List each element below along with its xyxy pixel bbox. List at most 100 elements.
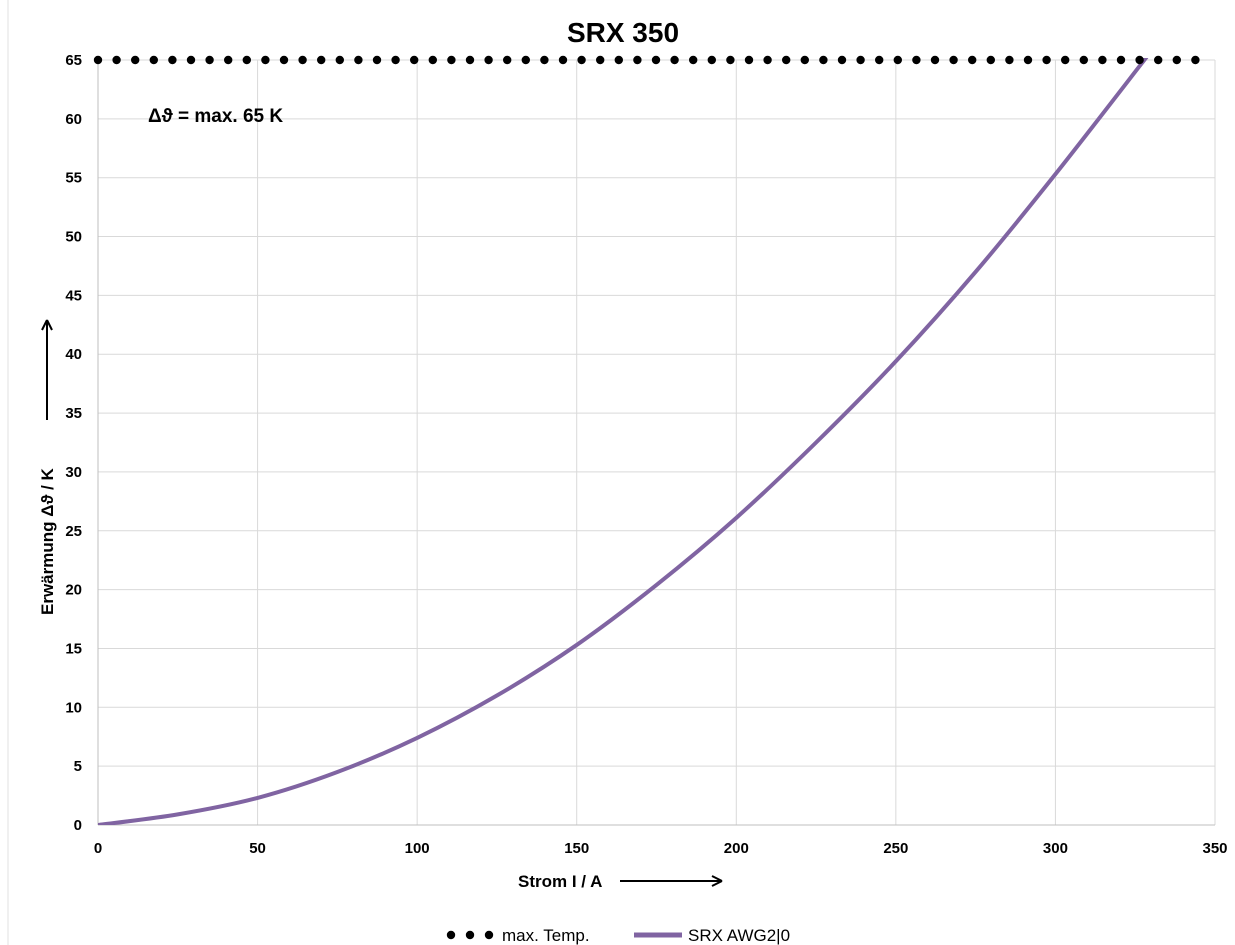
max-temp-dot: [224, 55, 233, 65]
max-temp-dot: [540, 55, 549, 65]
max-temp-dot: [186, 55, 196, 65]
max-temp-dot: [763, 55, 772, 65]
max-temp-dot: [968, 55, 977, 65]
legend-max-temp-marker: [446, 930, 494, 940]
y-tick-label: 0: [74, 817, 82, 834]
max-temp-dot: [577, 55, 586, 65]
legend: max. Temp. SRX AWG2|0: [446, 926, 790, 945]
max-temp-dot: [726, 55, 735, 65]
y-tick-label: 35: [65, 405, 82, 422]
x-tick-labels: 0 50 100 150 200 250 300 350: [94, 840, 1228, 857]
legend-max-temp-label: max. Temp.: [502, 926, 590, 945]
legend-dot: [465, 930, 475, 940]
y-axis-label-group: Erwärmung Δϑ / K: [38, 319, 57, 615]
max-temp-dot: [1061, 55, 1070, 65]
max-temp-dot: [800, 55, 809, 65]
max-temp-dot: [819, 55, 828, 65]
max-temp-dot: [317, 55, 326, 65]
max-temp-dot: [670, 55, 679, 65]
max-temp-dot: [503, 55, 512, 65]
max-temp-dot: [782, 55, 791, 65]
max-temp-dot: [893, 55, 902, 65]
y-axis-label: Erwärmung Δϑ / K: [38, 467, 57, 615]
max-temp-dot: [112, 55, 121, 65]
y-tick-label: 30: [65, 464, 82, 481]
x-tick-label: 0: [94, 840, 102, 857]
x-tick-label: 350: [1202, 840, 1227, 857]
x-axis-arrow-icon: [711, 875, 723, 887]
max-temp-dot: [1042, 55, 1051, 65]
y-tick-label: 55: [65, 170, 82, 187]
x-tick-label: 250: [883, 840, 908, 857]
y-tick-label: 65: [65, 52, 82, 69]
max-temp-dot: [651, 55, 661, 65]
series-srx-awg2-line: [98, 58, 1149, 825]
legend-srx-label: SRX AWG2|0: [688, 926, 790, 945]
max-temp-dot: [558, 55, 568, 65]
x-tick-label: 100: [405, 840, 430, 857]
max-temp-dot: [689, 55, 698, 65]
max-temp-dot: [837, 55, 847, 65]
max-temp-dot: [242, 55, 251, 65]
max-temp-dot: [298, 55, 307, 65]
max-temp-dot: [1005, 55, 1014, 65]
max-temp-dot: [205, 55, 214, 65]
legend-dot: [446, 930, 456, 940]
max-temp-dot: [614, 55, 623, 65]
max-temp-dot: [279, 55, 289, 65]
max-temp-dot: [930, 55, 940, 65]
x-axis-label-group: Strom I / A: [518, 872, 723, 891]
plot-area: [93, 55, 1200, 825]
chart-title: SRX 350: [567, 17, 679, 48]
max-temp-dot: [1154, 55, 1163, 65]
max-temp-dot: [521, 55, 530, 65]
y-tick-labels: 0 5 10 15 20 25 30 35 40 45 50 55 60 65: [65, 52, 82, 834]
max-temp-dot: [149, 55, 158, 65]
x-tick-label: 200: [724, 840, 749, 857]
grid: [98, 59, 1216, 825]
max-temp-dot: [484, 55, 493, 65]
max-temp-dot: [1098, 55, 1107, 65]
max-temp-dot: [354, 55, 363, 65]
axes: [97, 60, 1215, 826]
max-temp-dot: [596, 55, 605, 65]
max-temp-dot: [912, 55, 921, 65]
max-temp-dot: [1172, 55, 1182, 65]
y-tick-label: 20: [65, 582, 82, 599]
y-tick-label: 10: [65, 699, 82, 716]
max-temp-dot: [875, 55, 884, 65]
max-temp-annotation: Δϑ = max. 65 K: [148, 106, 283, 127]
max-temp-dot: [1191, 55, 1200, 65]
x-tick-label: 50: [249, 840, 266, 857]
max-temp-dot: [447, 55, 456, 65]
x-tick-label: 150: [564, 840, 589, 857]
y-tick-label: 25: [65, 523, 82, 540]
y-tick-label: 15: [65, 640, 82, 657]
x-axis-label: Strom I / A: [518, 872, 602, 891]
max-temp-dot: [1079, 55, 1089, 65]
y-tick-label: 50: [65, 229, 82, 246]
x-tick-label: 300: [1043, 840, 1068, 857]
y-axis-arrow-icon: [41, 319, 53, 331]
y-tick-label: 60: [65, 111, 82, 128]
max-temp-dot: [1135, 55, 1144, 65]
max-temp-dot: [949, 55, 958, 65]
max-temp-dot: [335, 55, 344, 65]
y-tick-label: 5: [74, 758, 82, 775]
max-temp-dot: [410, 55, 419, 65]
max-temp-dot: [1023, 55, 1033, 65]
max-temp-dot: [633, 55, 642, 65]
max-temp-dot: [261, 55, 270, 65]
max-temp-dot: [428, 55, 437, 65]
max-temp-dot: [856, 55, 865, 65]
max-temp-dot: [707, 55, 716, 65]
max-temp-dot: [1116, 55, 1126, 65]
max-temp-dot: [93, 55, 103, 65]
max-temp-dot: [391, 55, 400, 65]
max-temp-dot: [744, 55, 754, 65]
legend-dot: [484, 930, 494, 940]
y-tick-label: 40: [65, 346, 82, 363]
max-temp-dot: [986, 55, 995, 65]
max-temp-dot: [465, 55, 475, 65]
